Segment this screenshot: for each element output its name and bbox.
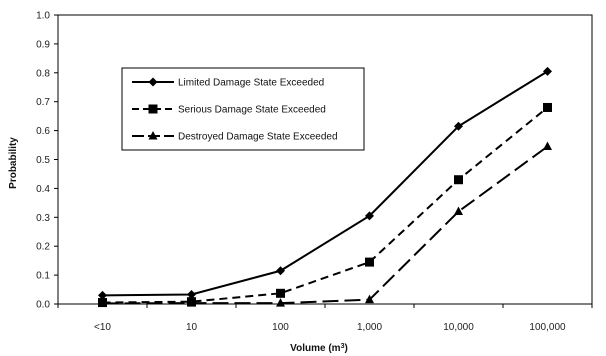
plot-area: 0.0 0.1 0.2 0.3 0.4 0.5 0.6 0.7 0.8 0.9 1.0 <10 10 10… [36, 11, 593, 333]
x-tick-label: 100 [272, 322, 289, 333]
series-1-point [98, 290, 107, 300]
y-tick-label: 0.0 [36, 300, 50, 311]
series-1-point [276, 266, 285, 276]
series-3-point [276, 298, 285, 307]
series-line-2 [102, 106, 549, 304]
y-tick-label: 0.3 [36, 213, 50, 224]
y-tick-label: 0.9 [36, 39, 50, 50]
legend: Limited Damage State Exceeded Serious Dam… [121, 67, 365, 151]
series-3-point [98, 298, 107, 307]
x-tick-label: 1,000 [357, 322, 382, 333]
x-axis-title: Volume (m3) [290, 343, 348, 355]
legend-label-2: Serious Damage State Exceeded [178, 105, 326, 116]
plot-frame [57, 14, 593, 305]
series-1-point [543, 66, 552, 76]
y-tick-label: 1.0 [36, 11, 50, 22]
series-line-3 [102, 145, 549, 305]
y-tick-label: 0.7 [36, 97, 50, 108]
series-1-point [454, 121, 463, 131]
y-tick-label: 0.5 [36, 155, 50, 166]
series-3-point [454, 206, 463, 216]
series-1-point [365, 211, 374, 221]
legend-marker-3 [148, 131, 158, 140]
y-tick-label: 0.2 [36, 242, 50, 253]
y-tick-label: 0.4 [36, 184, 50, 195]
legend-label-1: Limited Damage State Exceeded [178, 78, 324, 89]
series-3-point [543, 141, 552, 150]
series-2-point [543, 102, 552, 112]
legend-marker-1 [148, 77, 158, 87]
legend-marker-2 [148, 104, 158, 114]
y-tick-label: 0.6 [36, 126, 50, 137]
x-tick-label: 10 [186, 322, 198, 333]
series-3-point [365, 294, 374, 304]
x-tick-label: <10 [94, 322, 111, 333]
y-tick-label: 0.1 [36, 271, 50, 282]
series-2-point [276, 288, 285, 298]
x-tick-label: 100,000 [529, 322, 566, 333]
y-tick-label: 0.8 [36, 68, 50, 79]
series-3-point [187, 298, 196, 307]
legend-label-3: Destroyed Damage State Exceeded [178, 132, 338, 143]
series-1-point [187, 289, 196, 299]
series-2-point [365, 257, 374, 267]
y-axis-title-group: Probability [8, 137, 19, 189]
y-axis-title: Probability [8, 137, 19, 189]
x-tick-label: 10,000 [443, 322, 474, 333]
series-2-point [454, 175, 463, 185]
series-line-1 [102, 70, 549, 297]
